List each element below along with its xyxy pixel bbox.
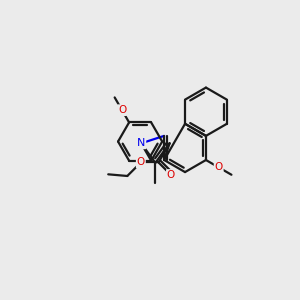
Text: O: O <box>118 105 126 115</box>
Text: O: O <box>167 170 175 180</box>
Text: N: N <box>137 138 145 148</box>
Text: O: O <box>214 162 223 172</box>
Text: O: O <box>137 158 145 167</box>
